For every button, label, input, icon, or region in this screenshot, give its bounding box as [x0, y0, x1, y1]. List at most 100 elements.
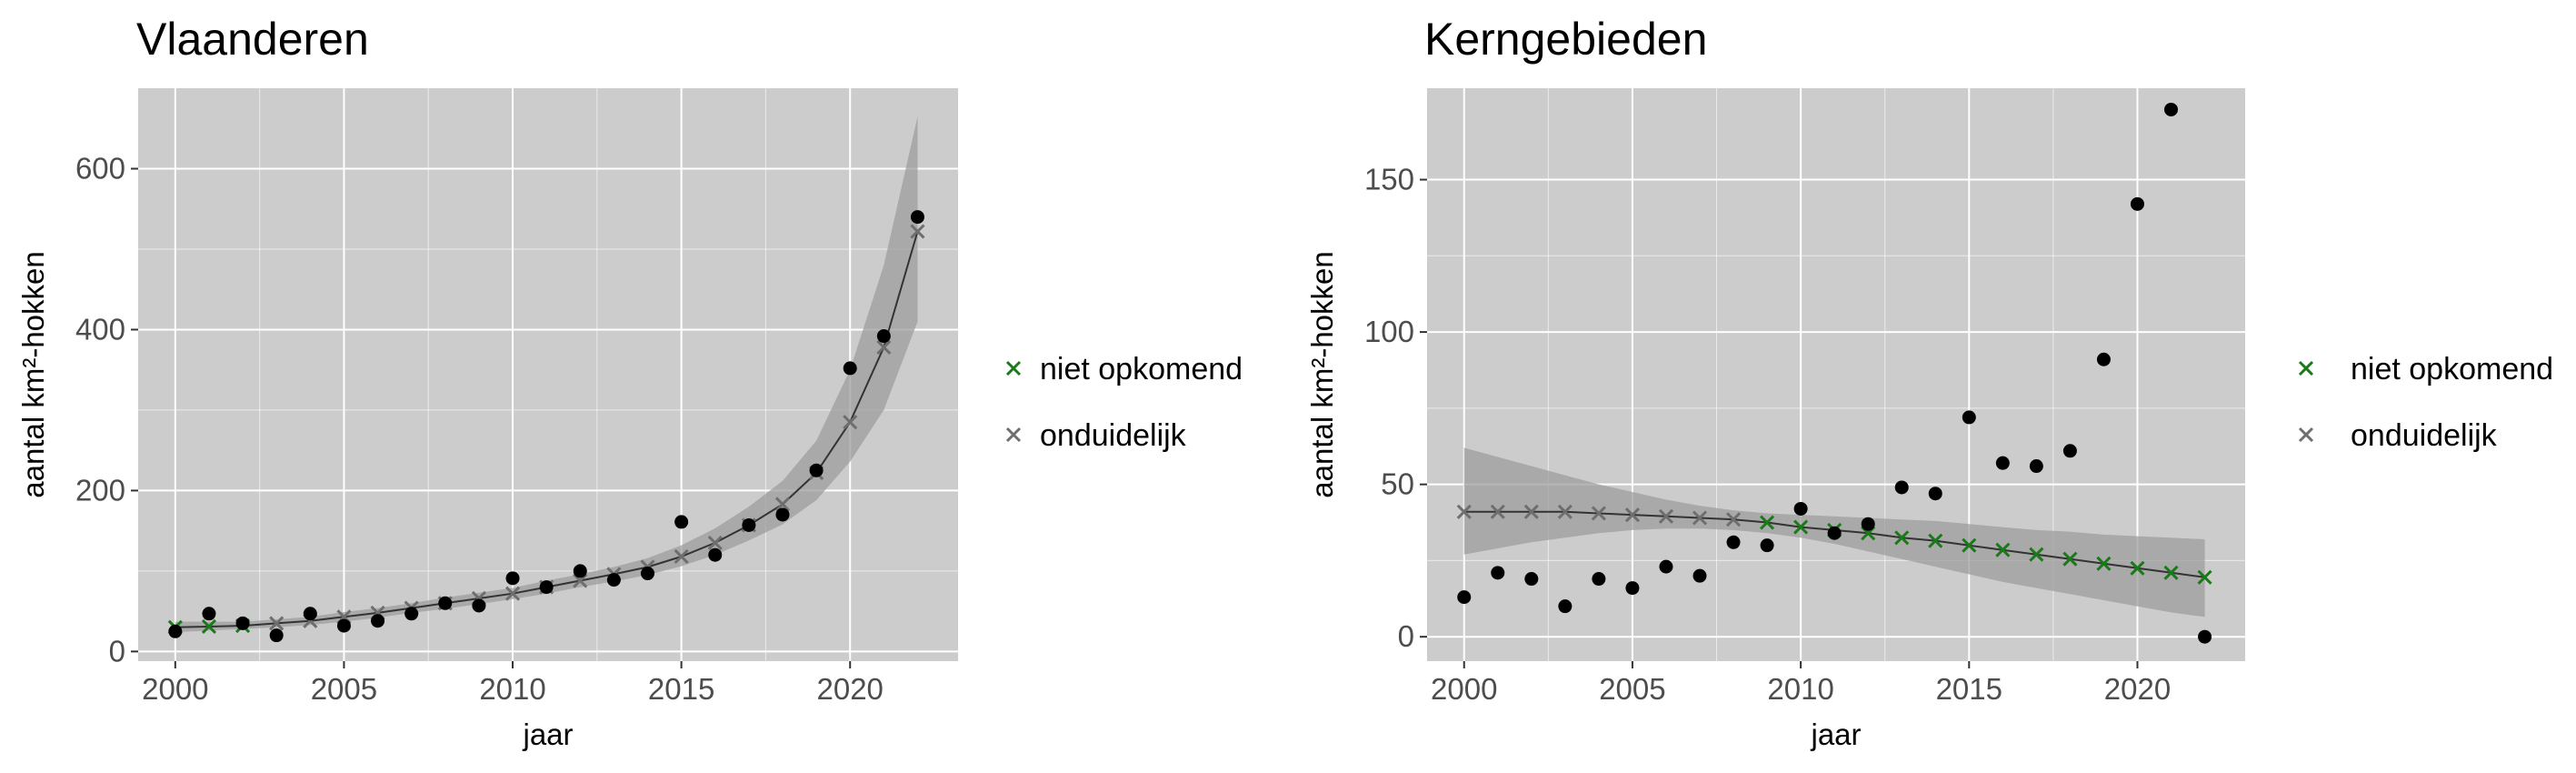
cross-stroke [1928, 533, 1943, 548]
y-tick-label: 100 [1364, 315, 1414, 348]
x-tick-label: 2005 [1599, 672, 1665, 706]
observed-point [910, 210, 924, 225]
trend-point [1624, 507, 1640, 523]
trend-point [2062, 551, 2078, 567]
x-tick-label: 2015 [648, 672, 714, 706]
cross-x-icon [2298, 427, 2314, 443]
y-axis-title: aantal km²-hokken [16, 251, 50, 497]
legend-right: niet opkomend onduidelijk [2298, 352, 2553, 453]
trend-point [1760, 515, 1775, 530]
cross-stroke [504, 586, 521, 601]
cross-stroke [1793, 519, 1809, 535]
x-axis-title: jaar [1810, 718, 1861, 751]
trend-point [1894, 530, 1910, 546]
cross-stroke [2029, 547, 2044, 562]
x-tick-label: 2000 [1431, 672, 1497, 706]
trend-point [876, 339, 892, 355]
observed-point [371, 614, 385, 628]
y-tick-label: 400 [75, 312, 125, 346]
observed-point [1928, 487, 1942, 501]
trend-point [2130, 560, 2145, 576]
y-ticks: 0 50 100 150 [1364, 163, 1427, 653]
observed-point [1491, 566, 1505, 580]
chart-title: Kerngebieden [1424, 14, 1707, 65]
observed-point [2198, 629, 2212, 644]
observed-point [1793, 501, 1808, 516]
observed-point [2029, 459, 2043, 474]
legend-item-niet-opkomend: niet opkomend [2298, 352, 2553, 386]
cross-x-icon [2298, 360, 2314, 376]
legend-marker [1005, 360, 1022, 376]
x-axis-title: jaar [522, 718, 573, 751]
observed-point [303, 607, 317, 621]
cross-stroke [2298, 360, 2314, 376]
cross-stroke [201, 618, 217, 635]
cross-stroke [707, 535, 723, 550]
x-tick-label: 2000 [142, 672, 208, 706]
observed-point [1962, 410, 1976, 425]
legend-label: niet opkomend [2351, 352, 2553, 386]
trend-point [269, 616, 285, 631]
x-tick-label: 2020 [2104, 672, 2171, 706]
trend-point [2029, 547, 2044, 562]
observed-point [843, 361, 857, 376]
trend-point [1490, 504, 1505, 519]
panel-background [138, 88, 958, 661]
cross-stroke [2062, 551, 2078, 567]
trend-point [1995, 542, 2011, 557]
trend-point [1725, 512, 1742, 527]
observed-point [606, 573, 621, 587]
observed-point [505, 571, 520, 586]
legend-label: onduidelijk [2351, 418, 2498, 453]
observed-point [202, 607, 216, 621]
cross-stroke [1005, 360, 1022, 376]
x-tick-label: 2015 [1936, 672, 2002, 706]
legend-left: niet opkomend onduidelijk [1005, 352, 1243, 453]
cross-stroke [1523, 504, 1539, 519]
cross-stroke [774, 497, 791, 512]
y-tick-label: 50 [1381, 467, 1414, 501]
trend-point [707, 535, 723, 550]
cross-x-icon [1005, 360, 1022, 376]
chart-vlaanderen: Vlaanderen 2000 2005 2010 2015 2020 0 200 400 6… [16, 14, 958, 751]
cross-stroke [674, 548, 689, 565]
cross-stroke [910, 224, 925, 239]
trend-point [674, 548, 689, 565]
cross-stroke [1692, 510, 1708, 526]
cross-stroke [1962, 537, 1977, 553]
cross-stroke [2298, 427, 2314, 443]
observed-point [2096, 352, 2111, 366]
x-tick-label: 2010 [479, 672, 545, 706]
legend-marker [1005, 427, 1022, 443]
observed-point [708, 547, 723, 562]
observed-point [336, 618, 351, 633]
observed-point [876, 329, 891, 344]
cross-stroke [269, 616, 285, 631]
legend-marker [2298, 427, 2314, 443]
cross-stroke [1725, 512, 1742, 527]
observed-point [404, 607, 419, 621]
observed-point [2062, 444, 2077, 458]
trend-point [2197, 569, 2212, 585]
cross-stroke [1490, 504, 1505, 519]
cross-stroke [1456, 504, 1472, 519]
cross-stroke [1557, 504, 1573, 519]
trend-point [1591, 506, 1606, 521]
observed-point [1827, 526, 1842, 540]
y-tick-label: 150 [1364, 163, 1414, 196]
observed-points [1457, 102, 2212, 644]
observed-point [235, 616, 250, 630]
y-tick-label: 0 [109, 634, 125, 668]
trend-point [1692, 510, 1708, 526]
trend-point [504, 586, 521, 601]
observed-point [2130, 196, 2144, 211]
cross-stroke [1624, 507, 1640, 523]
observed-point [1625, 581, 1640, 596]
observed-point [168, 624, 183, 638]
cross-stroke [876, 339, 892, 355]
cross-stroke [1760, 515, 1775, 530]
observed-point [1457, 590, 1472, 605]
cross-stroke [2163, 565, 2179, 580]
observed-point [1861, 517, 1875, 531]
